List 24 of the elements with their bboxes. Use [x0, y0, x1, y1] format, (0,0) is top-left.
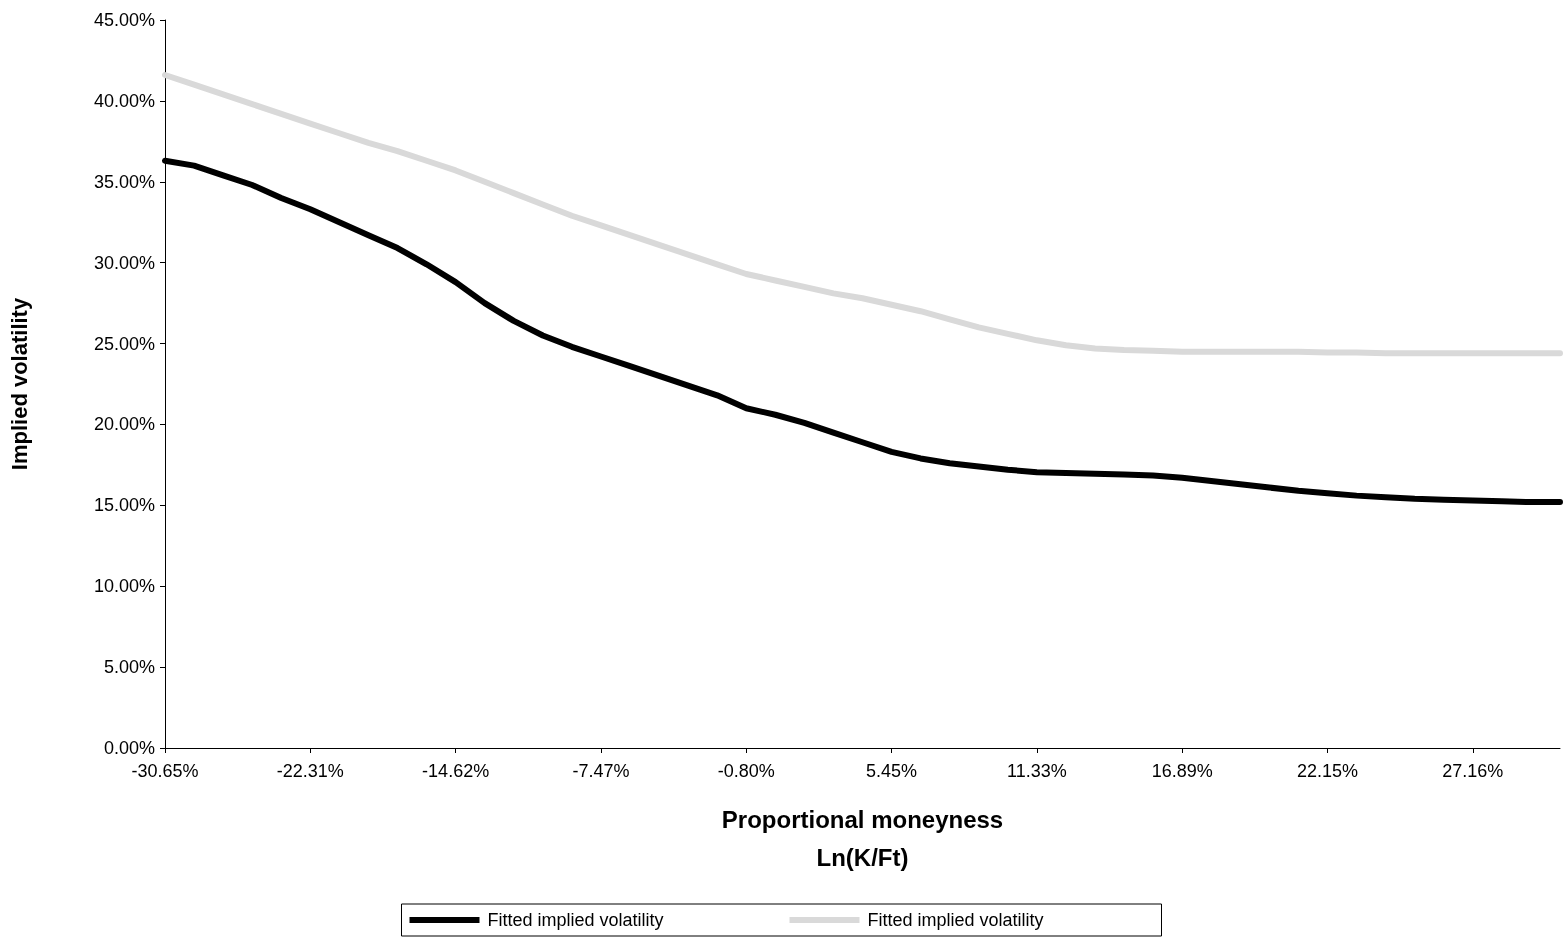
legend-label: Fitted implied volatility: [867, 910, 1044, 930]
y-tick-label: 5.00%: [103, 657, 155, 678]
y-tick-label: 40.00%: [93, 90, 155, 111]
x-tick-label: 5.45%: [866, 761, 918, 781]
x-tick-label: -7.47%: [572, 761, 630, 781]
x-tick-label: -0.80%: [717, 761, 775, 781]
y-tick-label: 45.00%: [93, 10, 155, 30]
y-tick-label: 0.00%: [103, 738, 155, 758]
x-tick-label: 27.16%: [1442, 761, 1504, 781]
y-tick-label: 25.00%: [93, 333, 155, 354]
y-tick-label: 30.00%: [93, 252, 155, 273]
y-axis-title: Implied volatility: [6, 297, 32, 471]
x-tick-label: 11.33%: [1007, 761, 1067, 781]
y-tick-label: 10.00%: [93, 576, 155, 597]
x-tick-label: -22.31%: [276, 761, 344, 781]
x-tick-label: 16.89%: [1151, 761, 1213, 781]
y-tick-label: 35.00%: [93, 171, 155, 192]
legend-label: Fitted implied volatility: [487, 910, 664, 930]
y-tick-label: 15.00%: [93, 495, 155, 516]
x-axis-title: Proportional moneyness Ln(K/Ft): [721, 805, 1004, 871]
x-tick-label: 22.15%: [1296, 761, 1359, 781]
y-tick-label: 20.00%: [93, 414, 155, 435]
x-tick-label: -14.62%: [422, 761, 490, 781]
x-tick-label: -30.65%: [131, 761, 199, 781]
